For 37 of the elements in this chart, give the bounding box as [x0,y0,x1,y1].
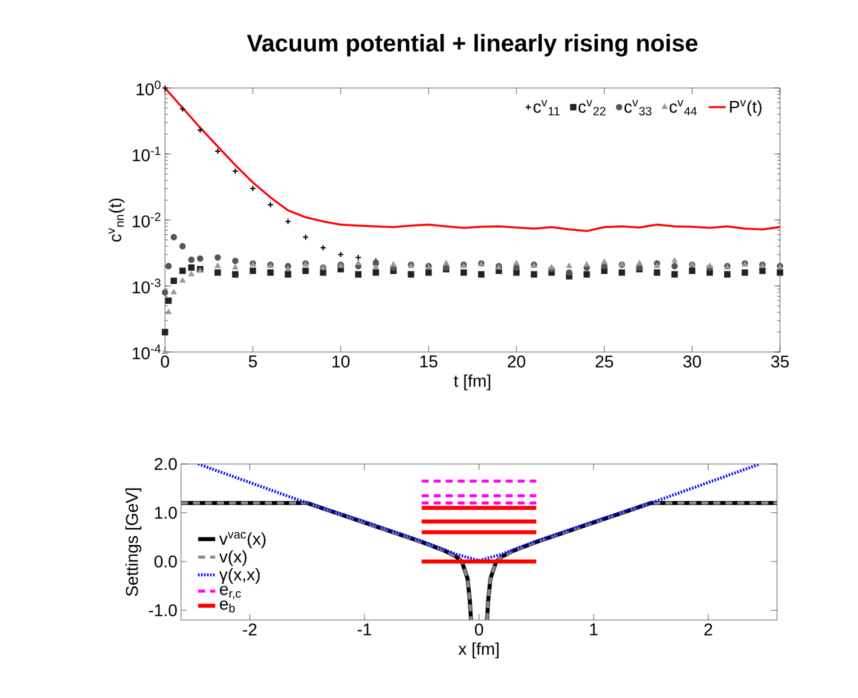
y-tick-label: 10$^{-2}$ [132,212,160,228]
legend-label: c$^{v}$44 [670,100,697,116]
y-tick-label: 0.0 [154,555,177,568]
y-axis-title: c$^{v}$$_{nn}$(t) [108,198,125,242]
legend-label: c$^{v}$22 [578,100,606,116]
y-tick-label: 1.0 [155,506,177,519]
legend-label: v(x) [219,550,246,566]
x-tick-label: -1 [358,624,372,636]
y-tick-label: 10$^{0}$ [136,80,160,96]
x-tick-label: 2 [704,624,712,636]
legend-label: e$_{r,c}$ [220,586,241,600]
x-tick-label: 30 [683,356,701,368]
legend-label: e$_{b}$ [220,600,235,612]
x-axis-title: x [fm] [458,642,499,658]
y-axis-title: Settings [GeV] [125,488,142,596]
x-tick-label: -2 [242,624,256,636]
x-tick-label: 25 [596,356,614,368]
x-tick-label: 1 [590,624,598,636]
x-tick-label: 5 [248,356,257,368]
x-tick-label: 35 [771,356,789,368]
x-tick-label: 20 [508,356,526,368]
y-tick-label: 10$^{-1}$ [132,146,160,162]
y-tick-label: 2.0 [154,458,177,470]
x-tick-label: 0 [160,356,170,368]
legend-label: c$^{v}$11 [534,100,560,116]
chart-title: Vacuum potential + linearly rising noise [246,34,698,56]
y-tick-label: 10$^{-4}$ [132,344,161,360]
x-tick-label: 0 [474,624,484,636]
legend-label: v$^{vac}$(x) [219,532,266,548]
legend-label: P$^{v}$(t) [730,100,762,116]
y-tick-label: 10$^{-3}$ [132,278,160,294]
x-tick-label: 15 [420,356,438,368]
x-tick-label: 10 [332,356,350,368]
y-tick-label: -1.0 [148,604,177,616]
legend-label: γ(x,x) [219,568,260,584]
x-axis-title: t [fm] [454,374,490,390]
legend-label: c$^{v}$33 [624,100,652,116]
